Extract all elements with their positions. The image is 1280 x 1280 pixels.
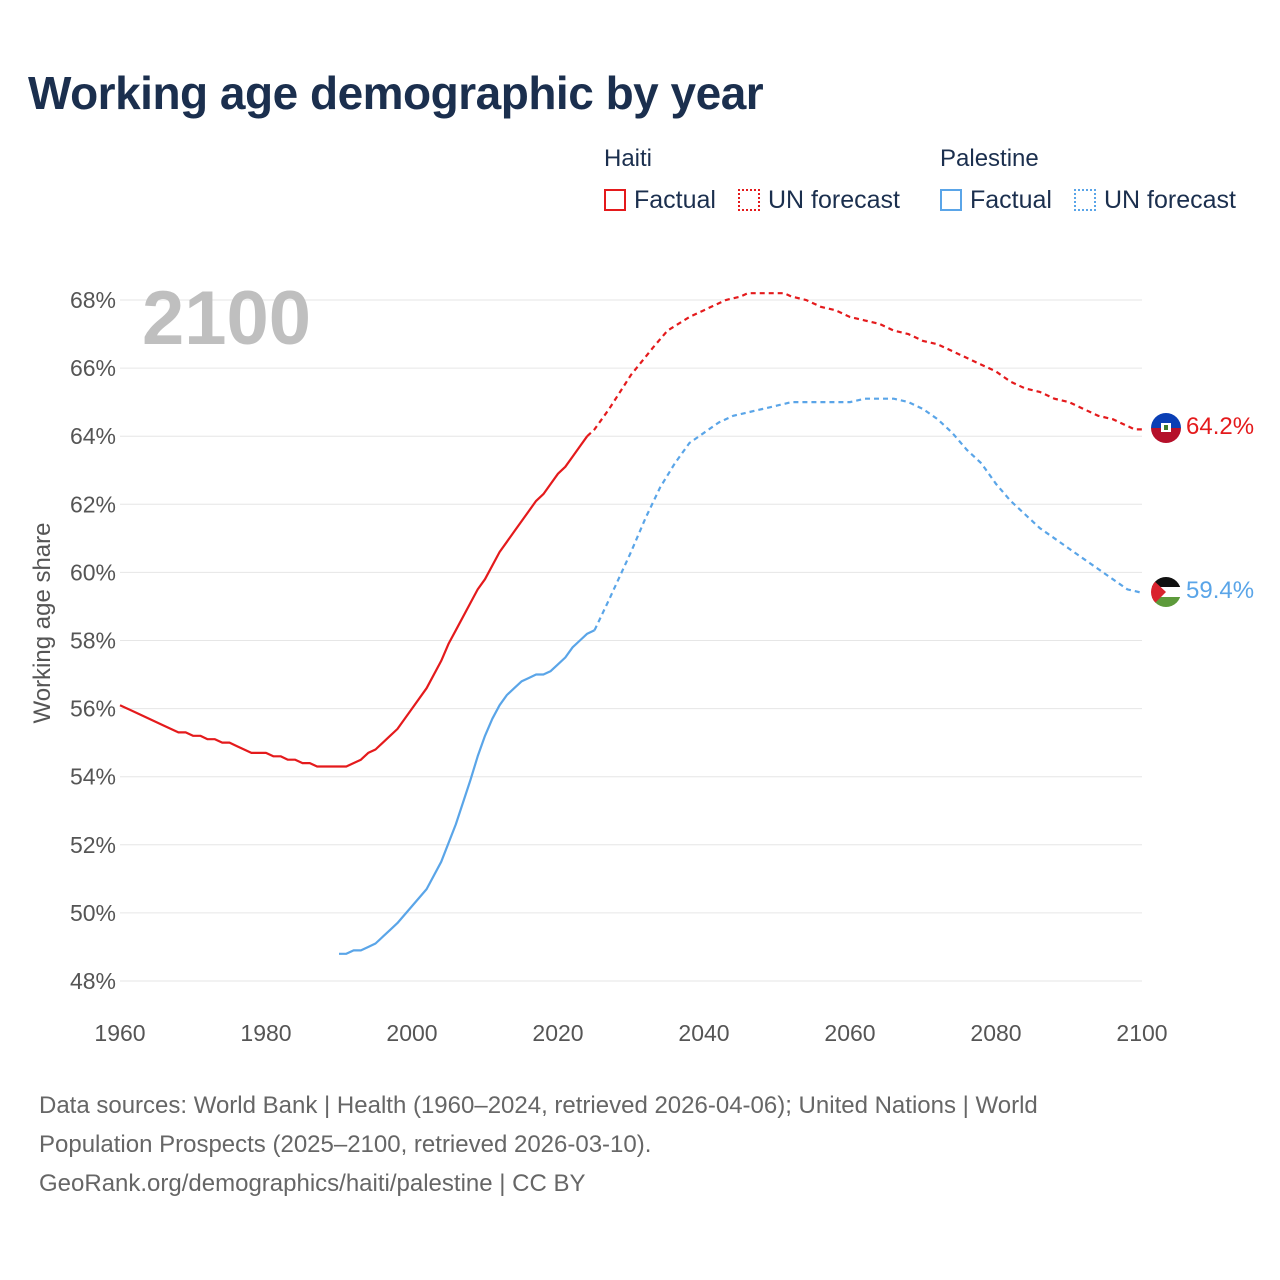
y-tick-label: 58% bbox=[70, 628, 116, 654]
series-line-haiti-forecast bbox=[586, 292, 1142, 438]
end-value-label-palestine: 59.4% bbox=[1186, 577, 1254, 604]
x-tick-label: 1960 bbox=[94, 1020, 145, 1046]
chart-title: Working age demographic by year bbox=[28, 67, 764, 119]
legend-group-palestine: Palestine bbox=[940, 145, 1039, 172]
y-tick-label: 48% bbox=[70, 968, 116, 994]
current-year-watermark: 2100 bbox=[142, 276, 311, 361]
legend-swatch-palestine-forecast bbox=[1074, 189, 1096, 211]
series-line-haiti-factual bbox=[119, 435, 589, 768]
x-tick-label: 2040 bbox=[678, 1020, 729, 1046]
y-tick-label: 54% bbox=[70, 764, 116, 790]
y-tick-label: 56% bbox=[70, 696, 116, 722]
x-tick-label: 2000 bbox=[386, 1020, 437, 1046]
x-tick-label: 1980 bbox=[240, 1020, 291, 1046]
legend-label: UN forecast bbox=[768, 185, 900, 214]
legend-palestine-forecast[interactable]: UN forecast bbox=[1074, 186, 1236, 214]
legend-label: Factual bbox=[970, 185, 1052, 214]
haiti-flag-icon bbox=[1151, 413, 1181, 443]
y-tick-label: 64% bbox=[70, 423, 116, 449]
y-tick-label: 62% bbox=[70, 491, 116, 517]
x-tick-label: 2060 bbox=[824, 1020, 875, 1046]
legend-swatch-haiti-forecast bbox=[738, 189, 760, 211]
legend-swatch-haiti-factual bbox=[604, 189, 626, 211]
y-tick-label: 50% bbox=[70, 900, 116, 926]
line-chart: 2100 48% 50% 52% 54% 56% 58% 60% 62% 64% 66% 68% 1… bbox=[29, 276, 1254, 1046]
y-axis-label: Working age share bbox=[29, 523, 56, 724]
footer-line: GeoRank.org/demographics/haiti/palestine… bbox=[39, 1170, 586, 1197]
footer-line: Data sources: World Bank | Health (1960–… bbox=[39, 1092, 1038, 1119]
legend-group-haiti: Haiti bbox=[604, 145, 653, 172]
x-tick-label: 2100 bbox=[1116, 1020, 1167, 1046]
end-value-label-haiti: 64.2% bbox=[1186, 413, 1254, 440]
y-tick-label: 66% bbox=[70, 355, 116, 381]
legend-label: UN forecast bbox=[1104, 185, 1236, 214]
footer-line: Population Prospects (2025–2100, retriev… bbox=[39, 1131, 652, 1158]
legend-swatch-palestine-factual bbox=[940, 189, 962, 211]
legend-label: Factual bbox=[634, 185, 716, 214]
y-tick-label: 68% bbox=[70, 287, 116, 313]
footer-source-note: Data sources: World Bank | Health (1960–… bbox=[39, 1086, 1239, 1203]
legend-haiti-forecast[interactable]: UN forecast bbox=[738, 186, 900, 214]
palestine-flag-icon bbox=[1151, 577, 1181, 607]
x-tick-label: 2080 bbox=[970, 1020, 1021, 1046]
x-tick-label: 2020 bbox=[532, 1020, 583, 1046]
y-tick-label: 52% bbox=[70, 832, 116, 858]
legend-palestine-factual[interactable]: Factual bbox=[940, 186, 1052, 214]
y-tick-label: 60% bbox=[70, 559, 116, 585]
series-line-palestine-factual bbox=[339, 629, 595, 955]
legend-haiti-factual[interactable]: Factual bbox=[604, 186, 716, 214]
series-line-palestine-forecast bbox=[593, 397, 1143, 631]
